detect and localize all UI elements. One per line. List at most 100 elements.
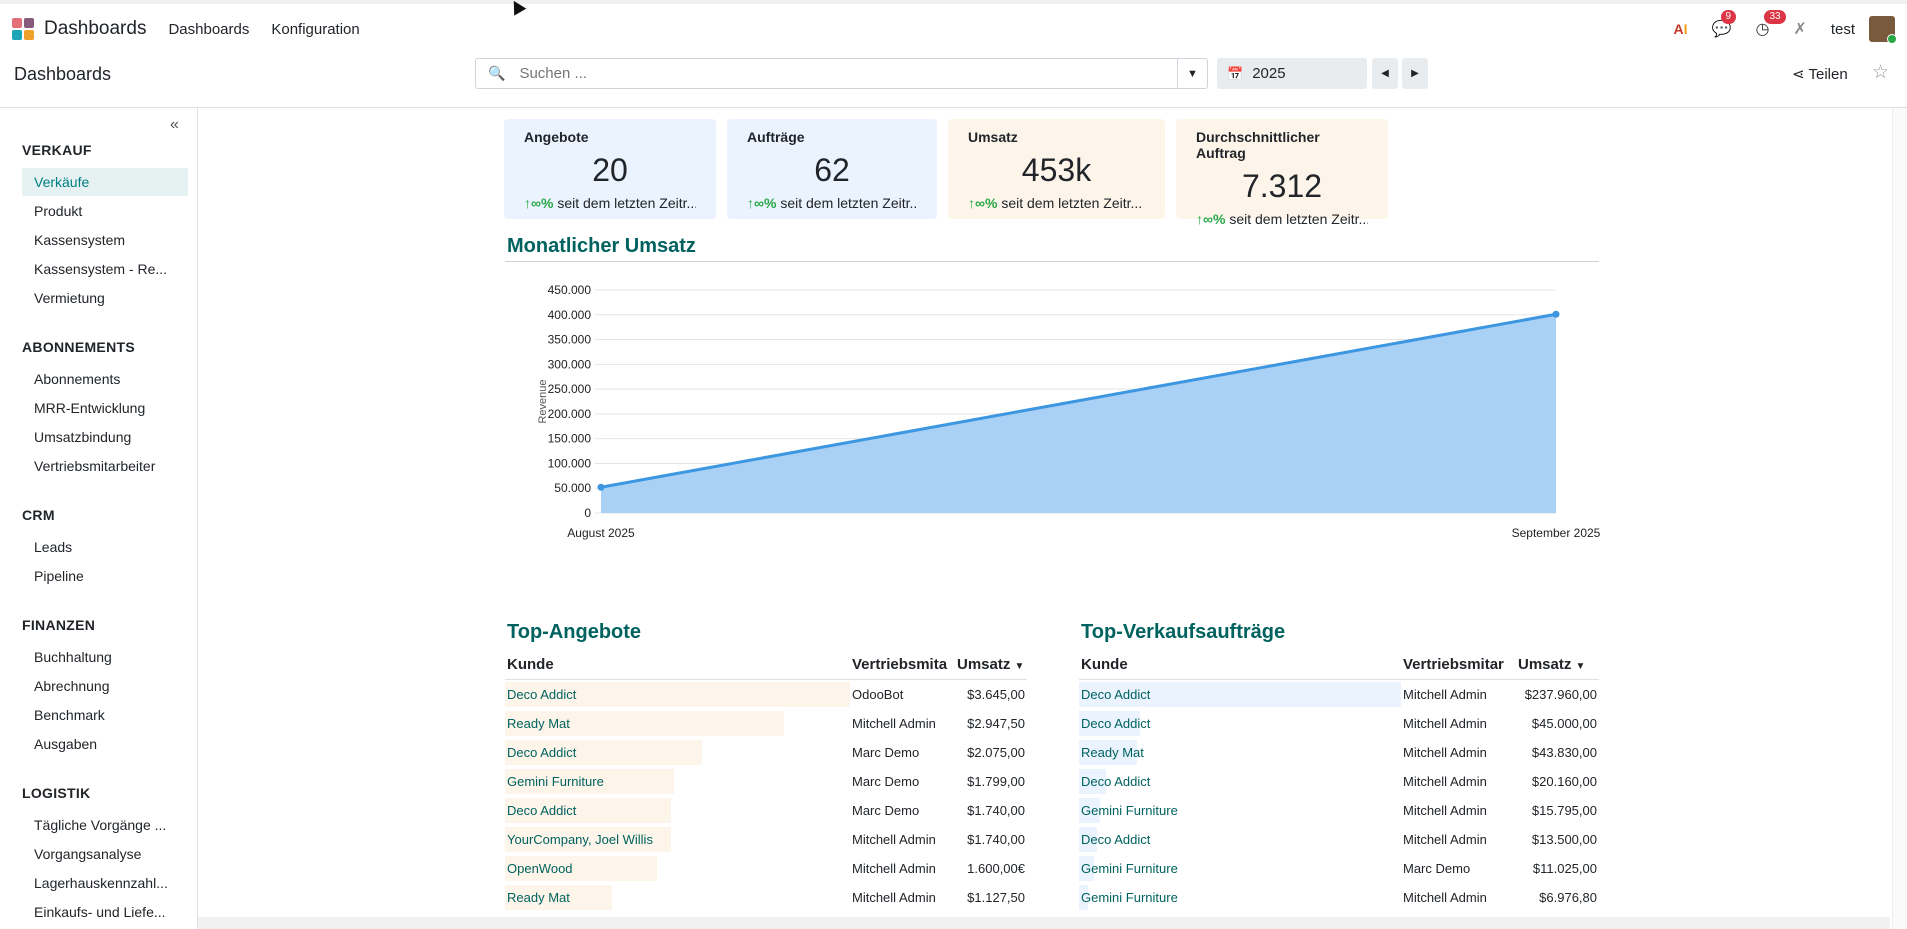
avatar[interactable] [1869,16,1897,44]
sidebar-item[interactable]: Pipeline [34,568,84,584]
next-period-button[interactable]: ▶ [1402,58,1428,89]
column-header-customer[interactable]: Kunde [1079,650,1401,680]
amount-cell: $15.795,00 [1531,803,1597,818]
sidebar-item[interactable]: Vorgangsanalyse [34,846,142,862]
customer-cell[interactable]: Gemini Furniture [505,767,850,796]
customer-cell[interactable]: Deco Addict [505,738,850,767]
table-row[interactable]: Deco Addict Marc Demo $1.740,00 [505,796,1027,825]
customer-name: Deco Addict [507,745,577,760]
customer-cell[interactable]: Gemini Furniture [1079,854,1401,883]
sidebar-item[interactable]: Tägliche Vorgänge ... [34,817,167,833]
table-row[interactable]: Gemini Furniture Marc Demo $11.025,00 [1079,854,1599,883]
salesperson-cell: Mitchell Admin [1403,890,1487,905]
share-button[interactable]: ⋖ Teilen [1792,65,1848,83]
kpi-card-angebote[interactable]: Angebote 20 ↑∞% seit dem letzten Zeitr..… [504,119,716,219]
column-header-amount[interactable]: Umsatz ▼ [955,650,1027,680]
apps-icon[interactable] [12,18,34,40]
table-row[interactable]: Deco Addict Mitchell Admin $20.160,00 [1079,767,1599,796]
kpi-trend-text: seit dem letzten Zeitr... [776,195,917,211]
sidebar-item[interactable]: Vertriebsmitarbeiter [34,458,156,474]
table-row[interactable]: Ready Mat Mitchell Admin $1.127,50 [505,883,1027,912]
collapse-sidebar-icon[interactable]: « [170,116,179,133]
customer-cell[interactable]: Ready Mat [505,883,850,912]
customer-cell[interactable]: Deco Addict [1079,825,1401,854]
customer-cell[interactable]: Ready Mat [1079,738,1401,767]
app-name[interactable]: Dashboards [44,18,147,39]
sidebar-item[interactable]: Umsatzbindung [34,429,132,445]
sidebar-item[interactable]: Kassensystem - Re... [34,261,168,277]
salesperson-cell: Marc Demo [1403,861,1471,876]
customer-cell[interactable]: Deco Addict [505,796,850,825]
sidebar-item[interactable]: Lagerhauskennzahl... [34,875,168,891]
sidebar-item[interactable]: Verkäufe [22,168,188,196]
customer-cell[interactable]: Ready Mat [505,709,850,738]
sidebar-item[interactable]: Abonnements [34,371,121,387]
vertical-scrollbar[interactable] [1892,108,1907,929]
control-panel: Dashboards 🔍 ▼ 📅 2025 ◀ ▶ ⋖ Teilen ☆ [0,50,1907,108]
column-header-amount[interactable]: Umsatz ▼ [1516,650,1599,680]
salesperson-cell: Mitchell Admin [852,832,936,847]
column-header-salesperson[interactable]: Vertriebsmitar [1401,650,1516,680]
customer-cell[interactable]: OpenWood [505,854,850,883]
menu-dashboards[interactable]: Dashboards [168,20,250,38]
previous-period-button[interactable]: ◀ [1372,58,1398,89]
table-row[interactable]: OpenWood Mitchell Admin 1.600,00€ [505,854,1027,883]
amount-cell: $2.075,00 [967,745,1025,760]
sidebar-item[interactable]: Leads [34,539,73,555]
caret-right-icon: ▶ [1411,68,1419,79]
kpi-trend-text: seit dem letzten Zeitr... [997,195,1143,211]
customer-cell[interactable]: Gemini Furniture [1079,883,1401,912]
kpi-card-auftraege[interactable]: Aufträge 62 ↑∞% seit dem letzten Zeitr..… [727,119,937,219]
sidebar-item[interactable]: Produkt [34,203,83,219]
sidebar-item[interactable]: Ausgaben [34,736,98,752]
customer-name: Deco Addict [1081,774,1151,789]
customer-cell[interactable]: Deco Addict [1079,709,1401,738]
search-options-dropdown-icon[interactable]: ▼ [1177,59,1207,88]
favorite-star-icon[interactable]: ☆ [1872,62,1890,83]
customer-cell[interactable]: Deco Addict [505,680,850,710]
sidebar-item[interactable]: Benchmark [34,707,105,723]
search-input[interactable] [517,64,1177,83]
table-row[interactable]: Deco Addict Mitchell Admin $237.960,00 [1079,680,1599,710]
sidebar-item[interactable]: Vermietung [34,290,105,306]
sidebar-item[interactable]: Einkaufs- und Liefe... [34,904,166,920]
table-row[interactable]: Deco Addict OdooBot $3.645,00 [505,680,1027,710]
customer-cell[interactable]: Deco Addict [1079,680,1401,710]
table-row[interactable]: Gemini Furniture Marc Demo $1.799,00 [505,767,1027,796]
kpi-trend: ↑∞% seit dem letzten Zeitr... [1196,211,1368,227]
customer-name: Gemini Furniture [1081,861,1178,876]
search-icon: 🔍 [488,65,506,81]
sidebar-item[interactable]: Buchhaltung [34,649,112,665]
column-header-salesperson[interactable]: Vertriebsmita [850,650,955,680]
table-row[interactable]: Deco Addict Mitchell Admin $13.500,00 [1079,825,1599,854]
activities-icon[interactable]: ◷ 33 [1755,10,1786,39]
tools-icon[interactable]: ✗ [1793,21,1807,38]
menu-konfiguration[interactable]: Konfiguration [271,20,360,38]
customer-cell[interactable]: YourCompany, Joel Willis [505,825,850,854]
kpi-trend-text: seit dem letzten Zeitr... [553,195,696,211]
column-header-customer[interactable]: Kunde [505,650,850,680]
ai-icon[interactable]: AI [1673,21,1688,37]
table-row[interactable]: YourCompany, Joel Willis Mitchell Admin $1… [505,825,1027,854]
kpi-card-durchschnittlicher-auftrag[interactable]: Durchschnittlicher Auftrag 7.312 ↑∞% sei… [1176,119,1388,227]
horizontal-scrollbar[interactable] [198,917,1890,929]
customer-cell[interactable]: Deco Addict [1079,767,1401,796]
username[interactable]: test [1830,20,1855,38]
table-row[interactable]: Deco Addict Marc Demo $2.075,00 [505,738,1027,767]
share-bar [1079,856,1094,881]
table-row[interactable]: Ready Mat Mitchell Admin $43.830,00 [1079,738,1599,767]
sidebar-item[interactable]: Kassensystem [34,232,126,248]
table-row[interactable]: Ready Mat Mitchell Admin $2.947,50 [505,709,1027,738]
table-row[interactable]: Gemini Furniture Mitchell Admin $15.795,00 [1079,796,1599,825]
y-tick-label: 250.000 [548,382,592,396]
kpi-card-umsatz[interactable]: Umsatz 453k ↑∞% seit dem letzten Zeitr..… [948,119,1165,219]
top-quotes-title: Top-Angebote [507,621,642,643]
sidebar-item[interactable]: Abrechnung [34,678,110,694]
arrow-up-icon: ↑ [1196,211,1203,227]
table-row[interactable]: Deco Addict Mitchell Admin $45.000,00 [1079,709,1599,738]
date-filter-button[interactable]: 📅 2025 [1217,58,1367,89]
sidebar-item[interactable]: MRR-Entwicklung [34,400,146,416]
customer-cell[interactable]: Gemini Furniture [1079,796,1401,825]
table-row[interactable]: Gemini Furniture Mitchell Admin $6.976,80 [1079,883,1599,912]
messages-icon[interactable]: 💬 9 [1712,10,1737,39]
